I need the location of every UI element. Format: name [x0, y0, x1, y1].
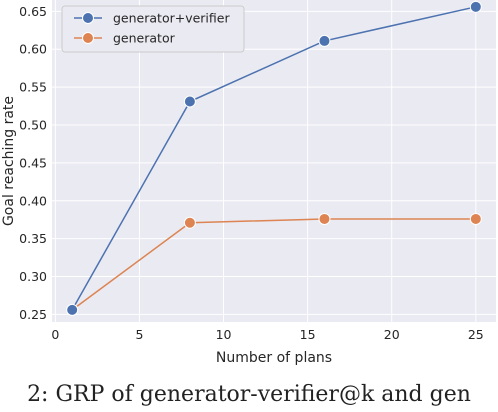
legend-label-generator-verifier: generator+verifier	[113, 11, 230, 26]
grid	[52, 0, 496, 322]
y-tick-label: 0.25	[19, 307, 47, 322]
line-chart: 0 5 10 15 20 25 0.25 0.30 0.35 0.40 0.45 0.50 0.55 0.…	[1, 0, 496, 366]
data-point-generator	[469, 212, 482, 225]
y-tick-label: 0.30	[19, 269, 47, 284]
data-point-generator-verifier	[66, 303, 79, 316]
series-layer	[66, 0, 482, 316]
y-tick-label: 0.55	[19, 80, 47, 95]
data-point-generator-verifier	[318, 34, 331, 47]
series-line-generator	[71, 218, 476, 311]
x-tick-label: 0	[51, 327, 59, 342]
y-tick-label: 0.60	[19, 42, 47, 57]
data-point-generator	[183, 216, 196, 229]
legend: generator+verifier generator	[61, 5, 245, 53]
legend-box	[61, 5, 245, 53]
data-point-generator-verifier	[183, 95, 196, 108]
y-tick-label: 0.45	[19, 155, 47, 170]
y-axis-label: Goal reaching rate	[1, 96, 17, 226]
legend-label-generator: generator	[113, 31, 176, 46]
x-tick-label: 15	[300, 327, 316, 342]
data-point-generator-verifier	[469, 0, 482, 13]
plot-background	[52, 0, 496, 322]
legend-marker-generator	[82, 32, 94, 44]
legend-marker-generator-verifier	[82, 12, 94, 24]
y-tick-label: 0.40	[19, 193, 47, 208]
y-tick-label: 0.65	[19, 4, 47, 19]
x-tick-label: 20	[384, 327, 400, 342]
x-tick-label: 25	[468, 327, 484, 342]
x-tick-label: 5	[135, 327, 143, 342]
x-tick-label: 10	[216, 327, 232, 342]
tick-layer: 0 5 10 15 20 25 0.25 0.30 0.35 0.40 0.45 0.50 0.55 0.…	[19, 4, 484, 342]
y-tick-label: 0.35	[19, 231, 47, 246]
data-point-generator	[318, 212, 331, 225]
figure-caption: 2: GRP of generator-verifier@k and gen	[27, 382, 471, 407]
x-axis-label: Number of plans	[216, 350, 332, 366]
series-line-generator-verifier	[71, 6, 476, 311]
y-tick-label: 0.50	[19, 118, 47, 133]
